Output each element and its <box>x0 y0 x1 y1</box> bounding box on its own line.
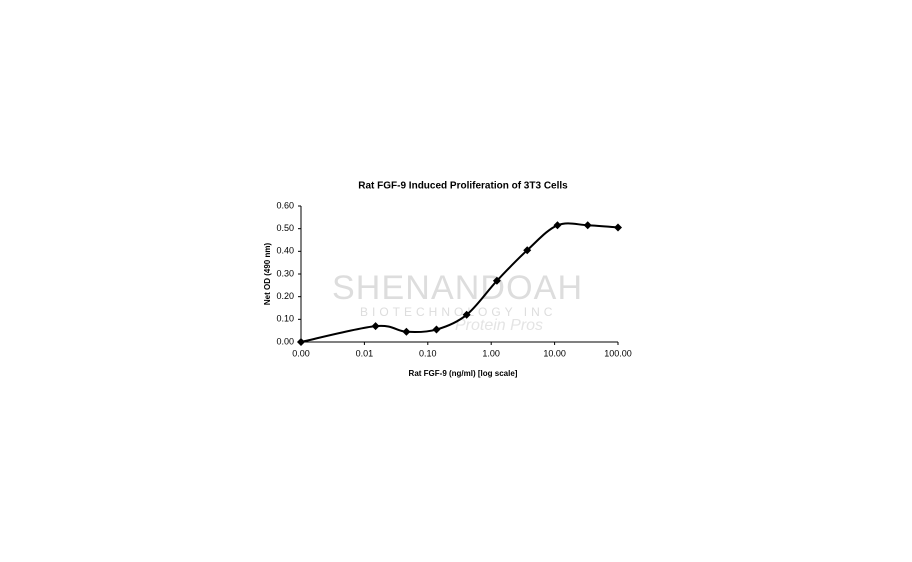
x-tick-label: 0.00 <box>292 348 310 358</box>
line <box>300 222 619 343</box>
marker <box>462 310 471 319</box>
marker <box>523 246 532 255</box>
x-axis-label: Rat FGF-9 (ng/ml) [log scale] <box>409 369 518 378</box>
marker <box>402 327 411 336</box>
x-tick-label: 10.00 <box>543 348 566 358</box>
marker <box>297 338 305 346</box>
watermark-tagline: Protein Pros <box>455 317 543 334</box>
marker <box>371 322 380 331</box>
marker <box>492 276 501 285</box>
x-tick-label: 0.01 <box>356 348 374 358</box>
y-tick-label: 0.30 <box>276 268 294 278</box>
marker <box>553 221 562 230</box>
marker <box>432 325 441 334</box>
y-tick-label: 0.50 <box>276 223 294 233</box>
x-tick-label: 1.00 <box>482 348 500 358</box>
marker <box>583 221 592 230</box>
chart-title: Rat FGF-9 Induced Proliferation of 3T3 C… <box>358 181 568 192</box>
watermark: SHENANDOAH <box>332 269 582 307</box>
x-tick-label: 0.10 <box>419 348 437 358</box>
y-tick-label: 0.10 <box>276 314 294 324</box>
y-tick-label: 0.00 <box>276 336 294 346</box>
watermark-subtitle: BIOTECHNOLOGY INC <box>360 305 556 319</box>
y-tick-label: 0.60 <box>276 200 294 210</box>
x-tick-label: 100.00 <box>604 348 632 358</box>
y-tick-label: 0.40 <box>276 246 294 256</box>
y-axis-label: Net OD (490 nm) <box>263 243 272 306</box>
y-tick-label: 0.20 <box>276 291 294 301</box>
marker <box>614 223 622 232</box>
